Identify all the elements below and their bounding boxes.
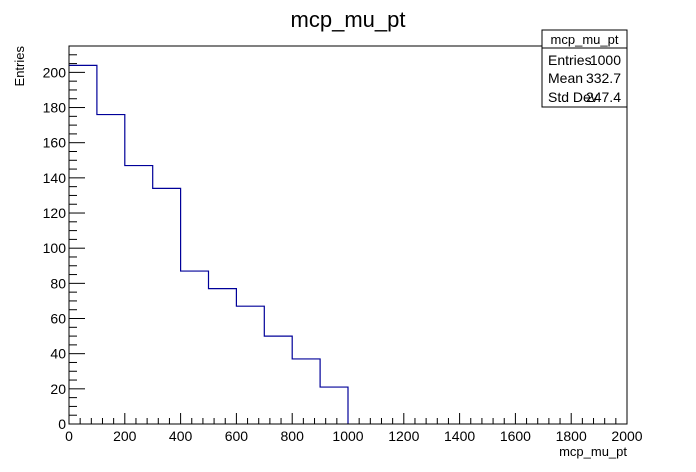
y-tick-label: 0 [58,416,66,432]
stats-stddev-label: Std Dev [548,89,598,105]
x-tick-label: 0 [65,428,73,444]
y-tick-label: 160 [43,135,67,151]
stats-mean-value: 332.7 [586,70,621,86]
stats-stddev-value: 247.4 [586,89,621,105]
y-tick-label: 200 [43,64,67,80]
x-tick-label: 1400 [444,428,475,444]
histogram-bin [97,115,125,424]
x-tick-label: 2000 [611,428,642,444]
histogram-bin [209,289,237,424]
histogram-bin [264,336,292,424]
x-tick-label: 1200 [388,428,419,444]
x-axis-label: mcp_mu_pt [559,444,627,459]
histogram-bin [292,359,320,424]
histogram-outline [69,64,349,424]
y-tick-label: 80 [50,275,66,291]
histogram-bin [181,271,209,424]
axis-ticks: 0 200 400 600 800 1000 1200 1400 1600 1800 2000 0 20… [43,45,643,444]
stats-box: mcp_mu_pt Entries 1000 Mean 332.7 Std De… [541,29,628,108]
y-tick-label: 180 [43,100,67,116]
y-tick-label: 120 [43,205,67,221]
histogram-bin [153,188,181,424]
chart-title: mcp_mu_pt [291,7,406,32]
y-tick-label: 100 [43,240,67,256]
x-tick-label: 1600 [500,428,531,444]
stats-box-title: mcp_mu_pt [551,32,619,47]
y-tick-label: 60 [50,311,66,327]
stats-entries-label: Entries [548,52,592,68]
x-tick-label: 400 [169,428,193,444]
histogram-bin [320,387,348,424]
histogram-bin [236,306,264,424]
y-tick-label: 20 [50,381,66,397]
histogram-bars [69,64,349,424]
stats-box-frame [541,29,628,108]
y-tick-label: 40 [50,346,66,362]
x-tick-label: 800 [281,428,305,444]
x-tick-label: 1000 [332,428,363,444]
x-tick-label: 200 [113,428,137,444]
plot-frame [68,45,628,425]
stats-mean-label: Mean [548,70,583,86]
x-tick-label: 600 [225,428,249,444]
y-axis-label: Entries [12,46,27,87]
histogram-bin [125,166,153,424]
y-tick-label: 140 [43,170,67,186]
histogram-bin [69,65,97,424]
x-tick-label: 1800 [556,428,587,444]
stats-entries-value: 1000 [590,52,621,68]
